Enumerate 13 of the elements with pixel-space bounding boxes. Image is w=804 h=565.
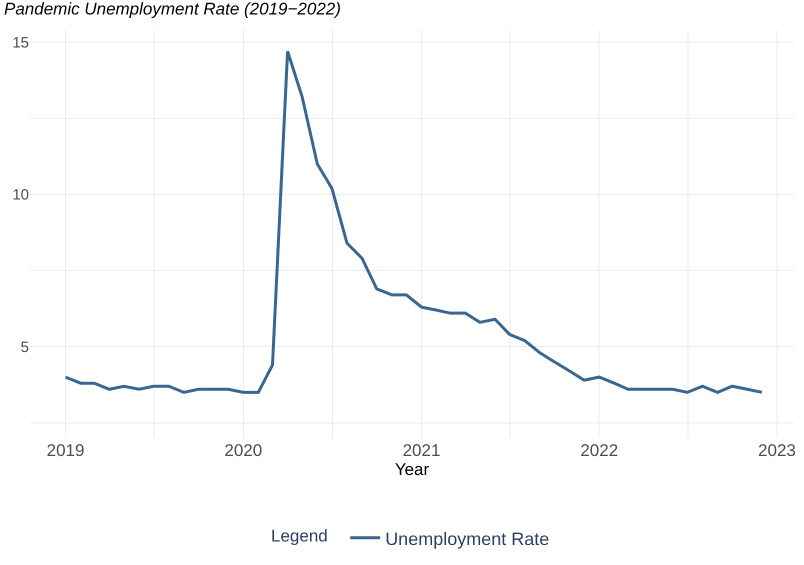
x-tick-label: 2020 xyxy=(224,441,262,460)
x-tick-label: 2022 xyxy=(580,441,618,460)
x-tick-label: 2021 xyxy=(402,441,440,460)
y-tick-label: 15 xyxy=(12,34,29,52)
chart-title: Pandemic Unemployment Rate (2019−2022) xyxy=(4,0,341,19)
legend-label: Unemployment Rate xyxy=(385,528,550,549)
y-tick-label: 10 xyxy=(12,186,29,204)
legend-title: Legend xyxy=(271,526,338,546)
x-tick-label: 2023 xyxy=(758,441,796,460)
line-series xyxy=(64,50,764,394)
y-tick-label: 5 xyxy=(20,338,29,356)
x-tick-label: 2019 xyxy=(46,441,84,460)
x-axis-title: Year xyxy=(394,460,430,479)
